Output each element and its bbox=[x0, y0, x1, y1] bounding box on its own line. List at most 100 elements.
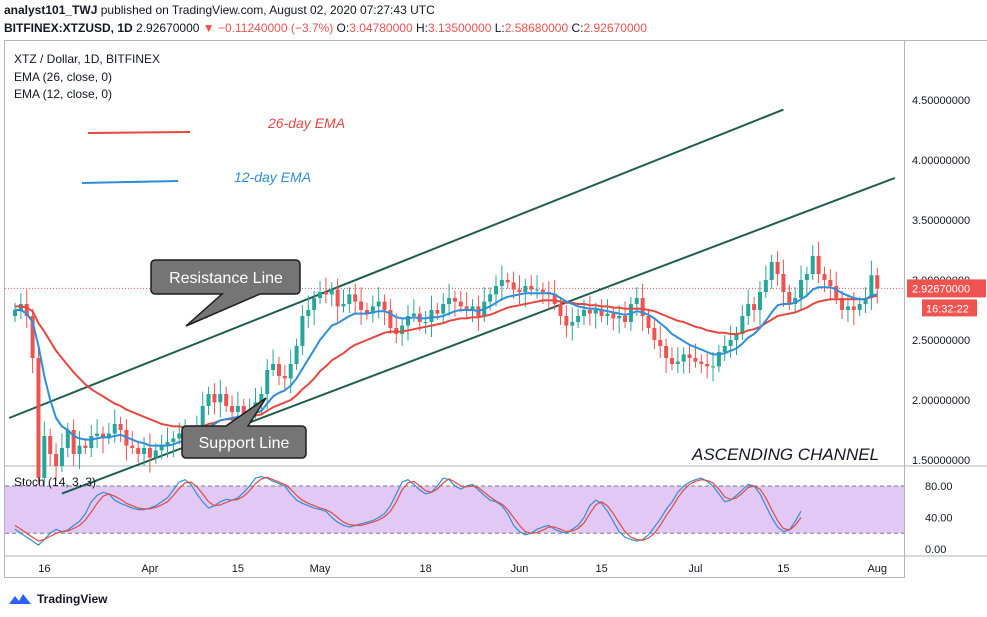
price-tick-label: 3.50000000 bbox=[912, 215, 970, 227]
price-tick-label: 4.50000000 bbox=[912, 95, 970, 107]
candle-body bbox=[587, 310, 592, 314]
high-value: 3.13500000 bbox=[427, 21, 492, 35]
candle-body bbox=[271, 364, 276, 370]
upper-channel-line bbox=[8, 108, 784, 419]
candle-body bbox=[323, 292, 328, 295]
candle-body bbox=[130, 445, 135, 448]
candle-body bbox=[429, 310, 434, 322]
candle-body bbox=[752, 304, 757, 310]
time-tick-label: May bbox=[310, 563, 331, 575]
candle-body bbox=[206, 394, 211, 406]
candle-body bbox=[851, 306, 856, 310]
candle-body bbox=[617, 316, 622, 319]
candle-body bbox=[353, 294, 358, 302]
candle-body bbox=[535, 289, 540, 291]
time-tick-label: 15 bbox=[232, 563, 244, 575]
candle-body bbox=[42, 436, 47, 478]
publisher-info: published on TradingView.com, August 02,… bbox=[100, 3, 435, 17]
candle-body bbox=[159, 445, 164, 451]
pattern-label: ASCENDING CHANNEL bbox=[691, 445, 879, 464]
candle-body bbox=[775, 262, 780, 274]
candle-body bbox=[705, 364, 710, 367]
candle-body bbox=[470, 306, 475, 310]
footer-brand[interactable]: TradingView bbox=[37, 592, 108, 606]
candle-body bbox=[822, 274, 827, 280]
stoch-legend: Stoch (14, 3, 3) bbox=[14, 475, 97, 489]
tradingview-logo-icon bbox=[9, 594, 31, 604]
candle-body bbox=[517, 289, 522, 292]
footer: TradingView bbox=[8, 592, 107, 606]
price-change: −0.11240000 (−3.7%) bbox=[218, 21, 334, 35]
candle-body bbox=[230, 406, 235, 412]
candle-body bbox=[276, 364, 281, 376]
candle-body bbox=[241, 406, 246, 415]
candle-body bbox=[664, 346, 669, 358]
price-tick-label: 2.00000000 bbox=[912, 395, 970, 407]
time-tick-label: 18 bbox=[419, 563, 431, 575]
candle-body bbox=[593, 310, 598, 314]
candle-body bbox=[83, 445, 88, 448]
candle-body bbox=[505, 280, 510, 283]
candle-body bbox=[370, 306, 375, 314]
candle-body bbox=[757, 292, 762, 310]
ema26-annotation: 26-day EMA bbox=[267, 115, 345, 131]
high-label: H: bbox=[415, 21, 428, 35]
candle-body bbox=[693, 358, 698, 362]
resistance-callout bbox=[150, 259, 301, 327]
publisher-user[interactable]: analyst101_TWJ bbox=[4, 3, 98, 17]
ema26-line bbox=[15, 294, 878, 429]
time-tick-label: 15 bbox=[777, 563, 789, 575]
candle-body bbox=[734, 334, 739, 340]
candle-body bbox=[177, 433, 182, 439]
candle-body bbox=[746, 304, 751, 316]
candle-body bbox=[623, 316, 628, 322]
ema12-legend: EMA (12, close, 0) bbox=[14, 87, 113, 101]
candle-body bbox=[224, 394, 229, 406]
series-title: XTZ / Dollar, 1D, BITFINEX bbox=[14, 52, 161, 66]
close-label: C: bbox=[571, 21, 584, 35]
candle-body bbox=[540, 289, 545, 292]
candle-body bbox=[30, 316, 35, 358]
last-price: 2.92670000 bbox=[136, 21, 200, 35]
candle-body bbox=[142, 448, 147, 454]
candle-body bbox=[259, 394, 264, 403]
candle-body bbox=[48, 436, 53, 454]
candle-body bbox=[669, 358, 674, 364]
close-value: 2.92670000 bbox=[583, 21, 647, 35]
candle-body bbox=[652, 328, 657, 340]
candle-body bbox=[658, 340, 663, 346]
stoch-tick-label: 80.00 bbox=[925, 481, 953, 493]
candle-body bbox=[611, 313, 616, 319]
candle-body bbox=[147, 448, 152, 458]
candle-body bbox=[793, 298, 798, 304]
candle-body bbox=[13, 310, 17, 316]
candle-body bbox=[200, 406, 205, 427]
candle-body bbox=[728, 340, 733, 346]
candle-body bbox=[71, 430, 76, 454]
candle-body bbox=[212, 394, 217, 403]
time-tick-label: 15 bbox=[595, 563, 607, 575]
ema12-line bbox=[15, 286, 878, 447]
candle-body bbox=[799, 280, 804, 298]
resistance-label: Resistance Line bbox=[169, 270, 283, 287]
time-tick-label: Aug bbox=[867, 563, 887, 575]
candle-body bbox=[136, 448, 141, 454]
stoch-tick-label: 0.00 bbox=[925, 544, 946, 556]
candle-body bbox=[646, 316, 651, 328]
price-axis[interactable] bbox=[905, 40, 987, 578]
candle-body bbox=[599, 310, 604, 316]
candle-body bbox=[763, 280, 768, 292]
candle-body bbox=[816, 256, 821, 274]
candle-body bbox=[840, 298, 845, 310]
symbol-name: BITFINEX:XTZUSD, 1D bbox=[4, 21, 133, 35]
countdown-box bbox=[922, 299, 977, 317]
candle-body bbox=[347, 294, 352, 304]
candle-body bbox=[810, 256, 815, 274]
chart-frame[interactable] bbox=[4, 40, 905, 578]
candle-body bbox=[863, 298, 868, 304]
candle-body bbox=[364, 310, 369, 314]
candle-body bbox=[376, 301, 381, 307]
candle-body bbox=[171, 438, 176, 442]
candle-body bbox=[605, 313, 610, 316]
